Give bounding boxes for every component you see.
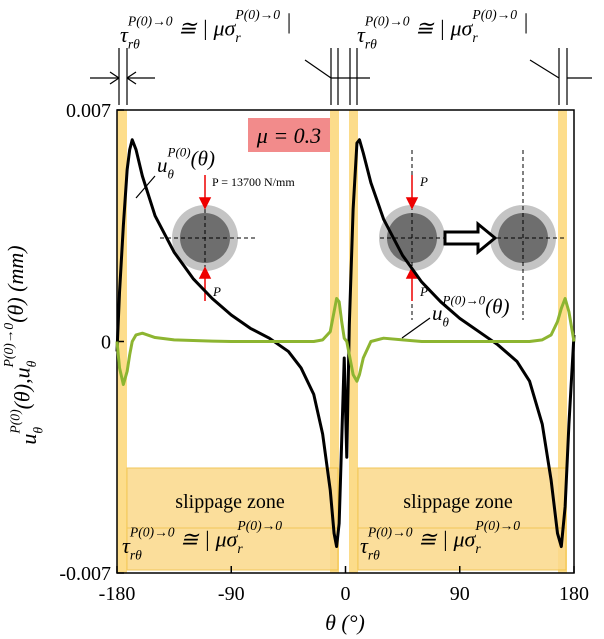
math-sup: P(0)→0 [129, 525, 175, 541]
math-base: θ (°) [325, 610, 365, 635]
math-label: τrθ P(0)→0 ≅ | μσr P(0)→0 | [357, 7, 529, 52]
x-tick-label: -90 [218, 583, 245, 605]
math-sub: θ [168, 166, 175, 181]
math-base: (θ) (mm) [3, 245, 28, 322]
math-base: ≅ | μσ [413, 526, 477, 551]
math-label: uθ P(0)→0(θ) [432, 292, 509, 329]
math-sup: P(0)→0 [234, 7, 280, 23]
math-sup: P(0) [167, 144, 191, 159]
mu-box [248, 118, 330, 152]
math-label: uθP(0)(θ),uθP(0)→0(θ) (mm) [1, 245, 46, 444]
math-sub: rθ [128, 37, 140, 52]
math-sup: P(0)→0 [364, 14, 410, 30]
zone-label: slippage zone [403, 491, 513, 513]
annotation-pointer [401, 317, 431, 339]
y-tick-label: 0 [101, 332, 111, 354]
math-base: τ [122, 533, 131, 558]
math-sup: P(0)→0 [471, 7, 517, 23]
math-sup: P(0)→0 [367, 525, 413, 541]
y-tick-label: -0.007 [59, 563, 111, 585]
math-base: τ [120, 22, 129, 47]
math-base: ≅ | μσ [175, 526, 239, 551]
math-sub: θ [24, 360, 39, 367]
math-sub: r [237, 541, 243, 556]
math-label: τrθ P(0)→0 ≅ | μσr P(0)→0 | [120, 7, 292, 52]
math-sup: P(0)→0 [474, 518, 520, 534]
math-label: uθ P(0)(θ) [157, 144, 215, 181]
math-base: | [517, 9, 529, 34]
series-line [115, 297, 576, 386]
math-base: ≅ | μσ [173, 15, 237, 40]
math-sub: rθ [130, 548, 142, 563]
math-sup: P(0) [8, 409, 24, 435]
series-line [115, 138, 576, 549]
math-base: u [157, 153, 168, 177]
slippage-boxes [126, 467, 567, 571]
math-base: (θ) [191, 147, 215, 171]
math-sup: P(0)→0 [1, 323, 17, 369]
math-sup: P(0)→0 [442, 292, 486, 307]
force-label: P [212, 284, 221, 299]
math-base: τ [360, 533, 369, 558]
x-tick-label: 90 [450, 583, 470, 605]
math-sub: r [472, 30, 478, 45]
load-label: P = 13700 N/mm [212, 175, 295, 189]
dimension-arrows [90, 48, 592, 105]
math-base: u [16, 434, 41, 445]
x-tick-label: 180 [559, 583, 589, 605]
x-tick-label: -180 [99, 583, 136, 605]
math-sub: rθ [368, 548, 380, 563]
math-label: τrθ P(0)→0 ≅ | μσr P(0)→0 [360, 518, 520, 563]
math-base: ≅ | μσ [410, 15, 474, 40]
math-base: | [280, 9, 292, 34]
x-tick-label: 0 [341, 583, 351, 605]
y-tick-label: 0.007 [66, 100, 111, 122]
disc-diagrams [160, 150, 565, 320]
math-base: (θ),u [9, 367, 34, 409]
mu-label: μ = 0.3 [256, 123, 321, 148]
math-base: u [432, 301, 443, 325]
force-label: P [419, 284, 428, 299]
math-sup: P(0)→0 [236, 518, 282, 534]
math-sub: θ [31, 427, 46, 434]
annotation-pointer [135, 175, 156, 199]
zone-label: slippage zone [175, 491, 285, 513]
force-label: P [419, 174, 428, 189]
math-label: τrθ P(0)→0 ≅ | μσr P(0)→0 [122, 518, 282, 563]
math-sup: P(0)→0 [127, 14, 173, 30]
math-base: τ [357, 22, 366, 47]
math-base: (θ) [485, 295, 509, 319]
math-sub: r [235, 30, 241, 45]
math-label: θ (°) [325, 610, 365, 635]
math-sub: rθ [365, 37, 377, 52]
math-sub: r [475, 541, 481, 556]
math-sub: θ [443, 314, 450, 329]
